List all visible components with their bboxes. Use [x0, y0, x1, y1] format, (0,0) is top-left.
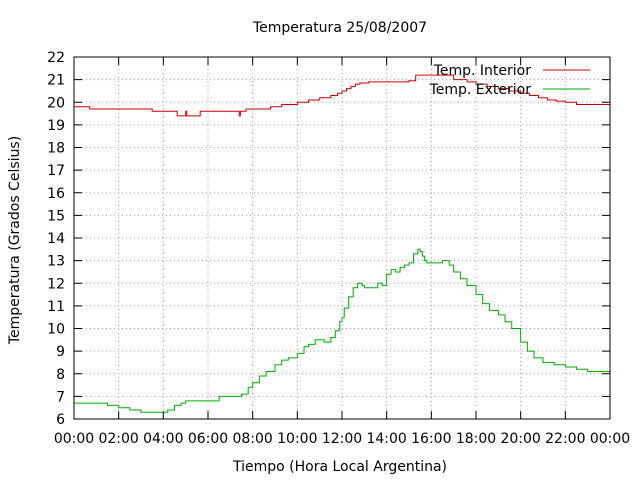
- x-axis-label: Tiempo (Hora Local Argentina): [232, 459, 447, 475]
- y-tick-label: 12: [47, 276, 65, 292]
- y-tick-label: 6: [56, 412, 65, 428]
- x-tick-label: 22:00: [545, 431, 585, 447]
- x-tick-label: 00:00: [54, 431, 94, 447]
- y-tick-label: 20: [47, 95, 65, 111]
- y-axis-label: Temperatura (Grados Celsius): [7, 136, 23, 345]
- legend-label-1: Temp. Exterior: [429, 82, 532, 98]
- y-tick-label: 9: [56, 344, 65, 360]
- x-tick-label: 02:00: [98, 431, 138, 447]
- x-tick-label: 16:00: [411, 431, 451, 447]
- y-tick-label: 10: [47, 322, 65, 338]
- plot-frame: [73, 56, 611, 420]
- legend-label-0: Temp. Interior: [433, 63, 532, 79]
- y-tick-label: 15: [47, 208, 65, 224]
- x-tick-label: 10:00: [277, 431, 317, 447]
- x-tick-label: 18:00: [456, 431, 496, 447]
- y-tick-label: 13: [47, 254, 65, 270]
- y-tick-label: 19: [47, 118, 65, 134]
- y-tick-label: 17: [47, 163, 65, 179]
- y-tick-label: 7: [56, 389, 65, 405]
- series-lines: [74, 74, 611, 413]
- y-tick-label: 18: [47, 141, 65, 157]
- x-tick-label: 08:00: [232, 431, 272, 447]
- legend: Temp. Interior Temp. Exterior: [429, 63, 590, 98]
- x-tick-label: 06:00: [188, 431, 228, 447]
- grid: [74, 57, 610, 419]
- y-tick-label: 22: [47, 50, 65, 66]
- y-tick-label: 16: [47, 186, 65, 202]
- y-tick-label: 8: [56, 367, 65, 383]
- chart-title: Temperatura 25/08/2007: [252, 20, 427, 36]
- x-tick-label: 20:00: [500, 431, 540, 447]
- x-tick-label: 00:00: [590, 431, 630, 447]
- series-line-0: [74, 74, 610, 117]
- series-line-1: [74, 248, 611, 413]
- x-tick-label: 14:00: [366, 431, 406, 447]
- y-tick-label: 11: [47, 299, 65, 315]
- y-tick-label: 21: [47, 73, 65, 89]
- x-tick-label: 12:00: [322, 431, 362, 447]
- x-tick-label: 04:00: [143, 431, 183, 447]
- y-tick-label: 14: [47, 231, 65, 247]
